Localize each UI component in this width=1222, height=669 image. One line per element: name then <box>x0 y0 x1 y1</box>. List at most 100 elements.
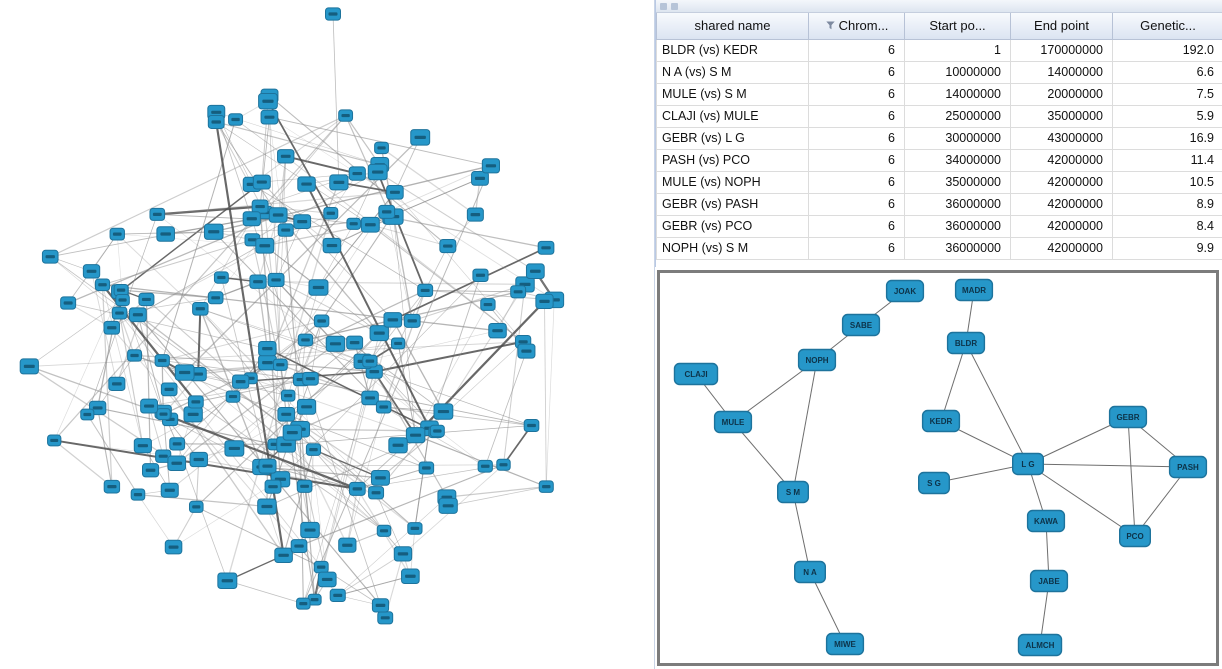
network-node[interactable] <box>403 313 421 328</box>
toolbar-icon[interactable] <box>671 2 678 10</box>
network-node[interactable] <box>258 93 278 110</box>
network-node[interactable] <box>127 349 143 362</box>
network-node[interactable] <box>537 240 555 255</box>
network-node[interactable] <box>517 343 536 359</box>
table-row[interactable]: GEBR (vs) L G 6 30000000 43000000 16.9 <box>656 126 1222 150</box>
network-edge[interactable] <box>809 571 846 645</box>
network-node[interactable] <box>439 239 457 254</box>
network-node[interactable]: GEBR <box>1108 405 1148 429</box>
network-node[interactable] <box>183 406 203 423</box>
network-node[interactable]: S G <box>918 471 951 495</box>
network-node[interactable] <box>510 285 527 299</box>
network-node[interactable] <box>109 227 125 241</box>
table-row[interactable]: BLDR (vs) KEDR 6 1 170000000 192.0 <box>656 38 1222 62</box>
network-node[interactable]: PASH <box>1168 455 1208 479</box>
network-node[interactable] <box>360 216 380 233</box>
network-node[interactable] <box>160 482 179 498</box>
network-node[interactable] <box>405 427 426 444</box>
network-node[interactable] <box>82 264 101 279</box>
network-node[interactable] <box>325 7 341 21</box>
network-node[interactable]: BLDR <box>946 331 986 355</box>
network-node[interactable] <box>225 390 241 403</box>
network-node[interactable] <box>296 479 313 493</box>
network-node[interactable] <box>103 479 121 494</box>
network-node[interactable] <box>438 497 458 514</box>
network-edge[interactable] <box>965 342 1029 465</box>
network-node[interactable]: NOPH <box>797 348 837 372</box>
table-row[interactable]: N A (vs) S M 6 10000000 14000000 6.6 <box>656 60 1222 84</box>
network-node[interactable] <box>348 166 366 181</box>
network-node[interactable] <box>383 312 403 328</box>
network-node[interactable] <box>277 149 295 164</box>
network-node[interactable] <box>523 419 540 433</box>
network-node[interactable]: ALMCH <box>1017 633 1063 657</box>
network-node[interactable] <box>47 434 62 447</box>
network-node[interactable] <box>377 611 394 625</box>
network-node[interactable] <box>433 403 454 420</box>
network-node[interactable] <box>113 283 129 297</box>
table-row[interactable]: MULE (vs) NOPH 6 35000000 42000000 10.5 <box>656 170 1222 194</box>
network-node[interactable] <box>142 463 160 478</box>
network-node[interactable] <box>140 398 158 414</box>
network-node[interactable] <box>167 455 187 472</box>
column-header-4[interactable]: Genetic... <box>1112 13 1222 40</box>
network-edge[interactable] <box>792 491 811 573</box>
network-node[interactable] <box>300 521 320 539</box>
network-node[interactable] <box>367 163 388 181</box>
network-node[interactable] <box>60 296 77 310</box>
network-node[interactable] <box>128 307 147 323</box>
network-node[interactable] <box>368 486 385 500</box>
network-node[interactable] <box>407 522 423 535</box>
network-node[interactable] <box>371 598 390 613</box>
network-node[interactable] <box>19 358 39 375</box>
column-header-1[interactable]: Chrom... <box>808 13 905 40</box>
network-node[interactable] <box>293 214 312 229</box>
network-node[interactable] <box>296 597 311 610</box>
network-node[interactable] <box>375 400 392 414</box>
network-node[interactable] <box>257 498 277 515</box>
toolbar-icon[interactable] <box>660 2 667 10</box>
network-node[interactable] <box>156 408 171 421</box>
network-node[interactable] <box>388 437 408 454</box>
network-node[interactable] <box>174 364 195 381</box>
network-node[interactable] <box>130 488 146 501</box>
funnel-icon[interactable] <box>825 20 836 31</box>
network-node[interactable] <box>410 129 431 146</box>
network-node[interactable]: JOAK <box>885 279 925 303</box>
network-node[interactable] <box>169 437 186 451</box>
network-node[interactable] <box>272 358 288 371</box>
main-network-view[interactable] <box>0 0 655 669</box>
network-node[interactable] <box>305 443 322 456</box>
network-node[interactable] <box>192 301 209 316</box>
network-node[interactable]: MADR <box>954 278 994 302</box>
network-node[interactable] <box>361 390 379 406</box>
table-row[interactable]: NOPH (vs) S M 6 36000000 42000000 9.9 <box>656 236 1222 260</box>
network-node[interactable] <box>348 481 366 496</box>
network-node[interactable] <box>346 335 364 350</box>
network-node[interactable] <box>108 376 126 391</box>
network-node[interactable] <box>308 279 329 296</box>
network-node[interactable] <box>203 223 224 240</box>
network-node[interactable] <box>207 291 224 305</box>
network-node[interactable] <box>481 158 500 174</box>
network-node[interactable] <box>378 204 396 219</box>
network-node[interactable] <box>187 395 204 409</box>
network-node[interactable] <box>480 298 496 311</box>
network-node[interactable] <box>386 185 404 200</box>
network-node[interactable] <box>538 480 554 493</box>
network-node[interactable] <box>488 323 507 339</box>
network-edge[interactable] <box>1027 463 1189 468</box>
network-node[interactable] <box>429 424 445 438</box>
network-node[interactable] <box>370 470 390 486</box>
column-header-2[interactable]: Start po... <box>904 13 1011 40</box>
network-node[interactable] <box>477 459 493 473</box>
column-header-3[interactable]: End point <box>1010 13 1113 40</box>
network-node[interactable] <box>296 398 317 415</box>
network-node[interactable] <box>274 547 293 564</box>
network-node[interactable] <box>228 113 244 126</box>
network-node[interactable] <box>376 524 392 537</box>
network-node[interactable] <box>346 217 361 230</box>
network-node[interactable] <box>302 371 319 386</box>
network-node[interactable]: N A <box>793 560 826 584</box>
network-node[interactable] <box>307 593 322 606</box>
